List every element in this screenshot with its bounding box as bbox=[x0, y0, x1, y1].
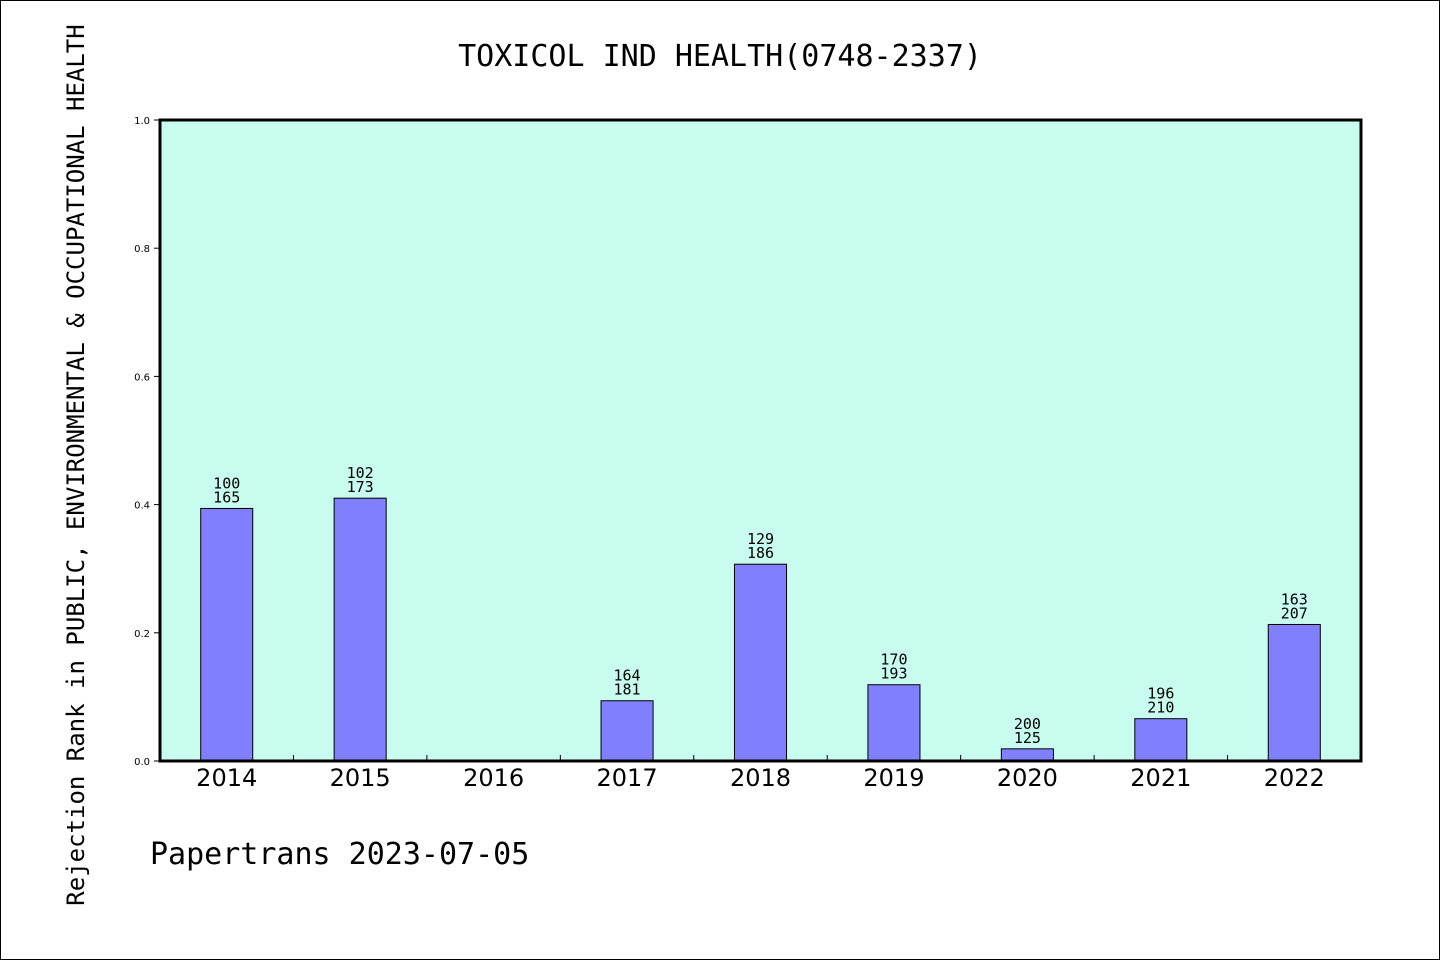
bar-label-top: 170 bbox=[880, 651, 907, 669]
x-tick-label: 2022 bbox=[1264, 764, 1325, 792]
bar-2020 bbox=[1000, 748, 1054, 762]
bar-2022 bbox=[1267, 623, 1321, 762]
bar-label-top: 164 bbox=[614, 667, 641, 685]
y-tick-label: 1.0 bbox=[134, 116, 150, 127]
bar-2018 bbox=[733, 563, 788, 762]
y-tick-label: 0.2 bbox=[134, 629, 150, 640]
x-tick-label: 2019 bbox=[863, 764, 924, 792]
bar-label-bottom: 207 bbox=[1281, 604, 1308, 622]
bar-label-top: 200 bbox=[1014, 715, 1041, 733]
bar-label-bottom: 165 bbox=[213, 488, 240, 506]
bar-2014 bbox=[200, 507, 254, 762]
y-axis-label: Rejection Rank in PUBLIC, ENVIRONMENTAL … bbox=[62, 24, 90, 905]
bar-label-top: 129 bbox=[747, 530, 774, 548]
bar-label-top: 163 bbox=[1281, 590, 1308, 608]
bar-label-bottom: 173 bbox=[347, 478, 374, 496]
bar-2017 bbox=[600, 700, 654, 762]
bar-2019 bbox=[867, 684, 921, 762]
y-tick-label: 0.8 bbox=[134, 244, 150, 255]
x-tick-label: 2018 bbox=[730, 764, 791, 792]
bar-label-bottom: 210 bbox=[1147, 699, 1174, 717]
x-tick-label: 2014 bbox=[196, 764, 257, 792]
x-tick-label: 2015 bbox=[330, 764, 391, 792]
x-tick-label: 2016 bbox=[463, 764, 524, 792]
chart-title: TOXICOL IND HEALTH(0748-2337) bbox=[458, 39, 982, 74]
bar-label-bottom: 125 bbox=[1014, 729, 1041, 747]
y-tick-label: 0.0 bbox=[134, 757, 150, 768]
x-tick-label: 2020 bbox=[997, 764, 1058, 792]
bar-2015 bbox=[333, 497, 387, 762]
x-tick-label: 2017 bbox=[597, 764, 658, 792]
bar-label-top: 102 bbox=[347, 464, 374, 482]
footer-credit: Papertrans 2023-07-05 bbox=[150, 837, 529, 872]
bar-label-bottom: 186 bbox=[747, 544, 774, 562]
bar-label-top: 196 bbox=[1147, 685, 1174, 703]
bar-label-bottom: 193 bbox=[880, 665, 907, 683]
y-tick-label: 0.6 bbox=[134, 372, 150, 383]
x-tick-label: 2021 bbox=[1130, 764, 1191, 792]
plot-border bbox=[158, 118, 1363, 763]
bar-2021 bbox=[1134, 718, 1188, 762]
bar-label-bottom: 181 bbox=[614, 681, 641, 699]
bar-label-top: 100 bbox=[213, 474, 240, 492]
y-tick-label: 0.4 bbox=[134, 501, 150, 512]
